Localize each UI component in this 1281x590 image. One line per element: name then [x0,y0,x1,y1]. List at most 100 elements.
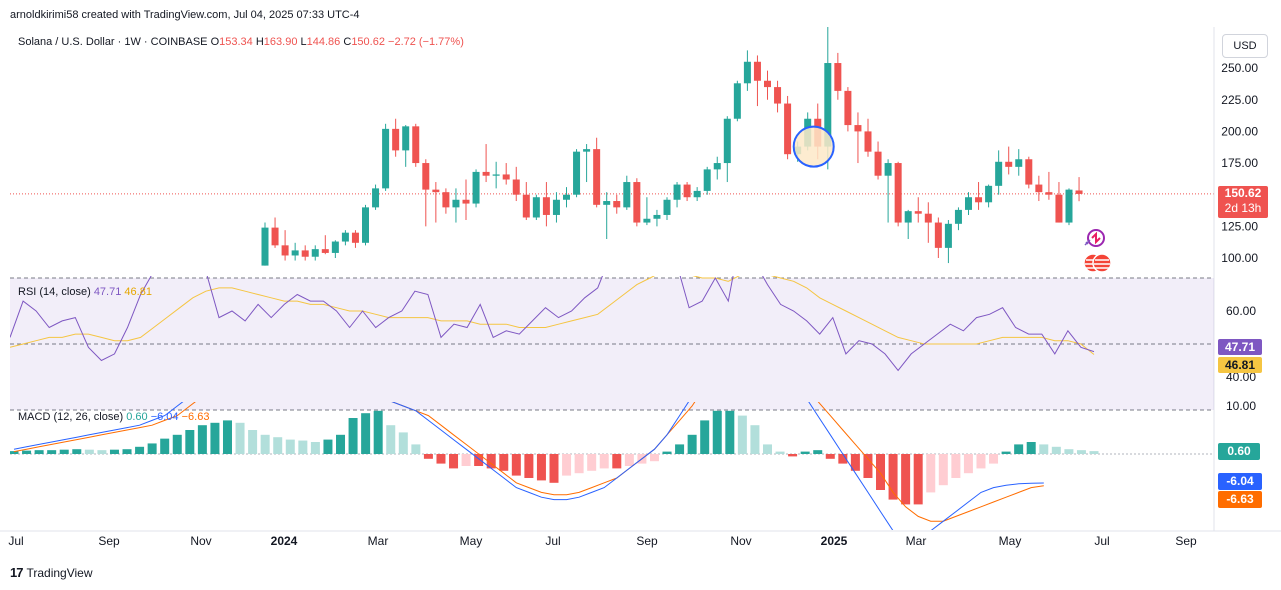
price-tick-label: 225.00 [1221,93,1258,107]
macd-hist-bar [97,450,107,454]
candle-body [1015,159,1023,167]
price-tick-label: 200.00 [1221,124,1258,138]
candle-body [532,197,540,218]
macd-hist-bar [348,418,358,454]
candle-body [874,151,882,176]
macd-hist-bar [59,449,69,454]
price-tag: 150.62 2d 13h [1218,186,1268,218]
macd-line [13,402,1044,530]
candle-body [1075,190,1083,194]
candle-body [834,63,842,91]
tradingview-footer[interactable]: 17 TradingView [10,565,93,580]
candle-body [1025,159,1033,185]
macd-hist-bar [562,454,572,476]
time-tick-label: Jul [8,534,23,548]
candle-body [653,214,661,219]
candle-body [944,223,952,248]
macd-hist-bar [989,454,999,464]
candle-body [522,194,530,218]
candle-body [341,232,349,242]
macd-hist-bar [762,444,772,454]
macd-hist-bar [411,444,421,454]
candle-body [774,87,782,104]
macd-legend[interactable]: MACD (12, 26, close) 0.60 −6.04 −6.63 [18,411,209,423]
macd-hist-bar [122,449,132,454]
candle-body [583,149,591,152]
rsi-label: RSI (14, close) [18,286,91,298]
macd-hist-bar [248,430,258,454]
macd-hist-bar [700,420,710,454]
candle-body [362,207,369,243]
candle-body [502,174,510,180]
macd-signal-tag: -6.63 [1218,491,1262,508]
macd-hist-bar [863,454,873,478]
price-candles [261,27,1083,266]
macd-hist-bar [888,454,898,500]
macd-hist-bar [147,443,157,454]
candle-body [733,83,741,119]
highlight-circle [792,125,835,168]
macd-hist-bar [788,454,798,457]
macd-hist-bar [536,454,546,481]
candle-body [603,201,611,205]
time-tick-label: Sep [1175,534,1197,548]
candle-body [402,126,410,151]
us-events-icon[interactable] [1082,252,1114,274]
rsi-legend[interactable]: RSI (14, close) 47.71 46.81 [18,286,152,298]
time-tick-label: May [999,534,1022,548]
macd-hist-bar [1001,451,1011,454]
time-tick-label: 2025 [821,534,848,548]
macd-hist-bar [976,454,986,469]
macd-tick-label: 10.00 [1226,399,1256,413]
symbol-label[interactable]: Solana / U.S. Dollar · 1W · COINBASE [18,36,208,48]
macd-hist-bar [10,451,19,454]
candle-body [331,241,339,253]
candle-body [995,161,1003,186]
price-tag-value: 150.62 [1224,186,1262,200]
candle-body [452,199,460,208]
candle-body [422,163,430,190]
macd-hist-bar [712,410,722,454]
change-value: −2.72 (−1.77%) [388,36,464,48]
candle-body [864,131,872,152]
rsi-tick-label: 60.00 [1226,304,1256,318]
macd-hist-bar [901,454,911,505]
candle-body [472,171,480,204]
magic-alert-icon[interactable] [1082,226,1108,250]
candle-body [1005,161,1013,167]
macd-signal-line [13,402,1044,522]
rsi-ma-line [10,276,1095,355]
candle-body [975,197,983,203]
macd-hist-bar [938,454,948,486]
candle-body [291,250,299,256]
candle-body [1065,189,1073,223]
low-value: 144.86 [306,36,341,48]
candle-body [392,128,400,151]
currency-button[interactable]: USD [1222,34,1268,58]
time-tick-label: Nov [190,534,211,548]
annotation [792,125,835,168]
rsi-tag: 47.71 [1218,339,1262,355]
candle-body [442,192,450,208]
macd-hist-bar [260,434,270,454]
candle-body [723,118,731,164]
price-tag-countdown: 2d 13h [1224,201,1262,215]
candle-body [593,149,601,205]
axes: 100.00125.00150.00175.00200.00225.00250.… [8,61,1258,548]
candle-body [281,245,289,256]
high-label: H [255,36,264,48]
macd-hist-bar [160,438,170,454]
macd-hist-bar [775,451,785,454]
macd-hist-bar [135,446,145,454]
macd-hist-bar [687,434,697,454]
rsi-value: 47.71 [93,286,122,298]
candle-body [623,182,631,208]
macd-hist-bar [825,454,835,459]
macd-hist-bar [310,442,320,454]
candle-body [743,61,751,84]
macd-signal-value: −6.63 [181,411,210,423]
macd-hist-bar [599,454,609,469]
macd-hist-bar [1014,444,1024,454]
candle-body [432,189,440,193]
